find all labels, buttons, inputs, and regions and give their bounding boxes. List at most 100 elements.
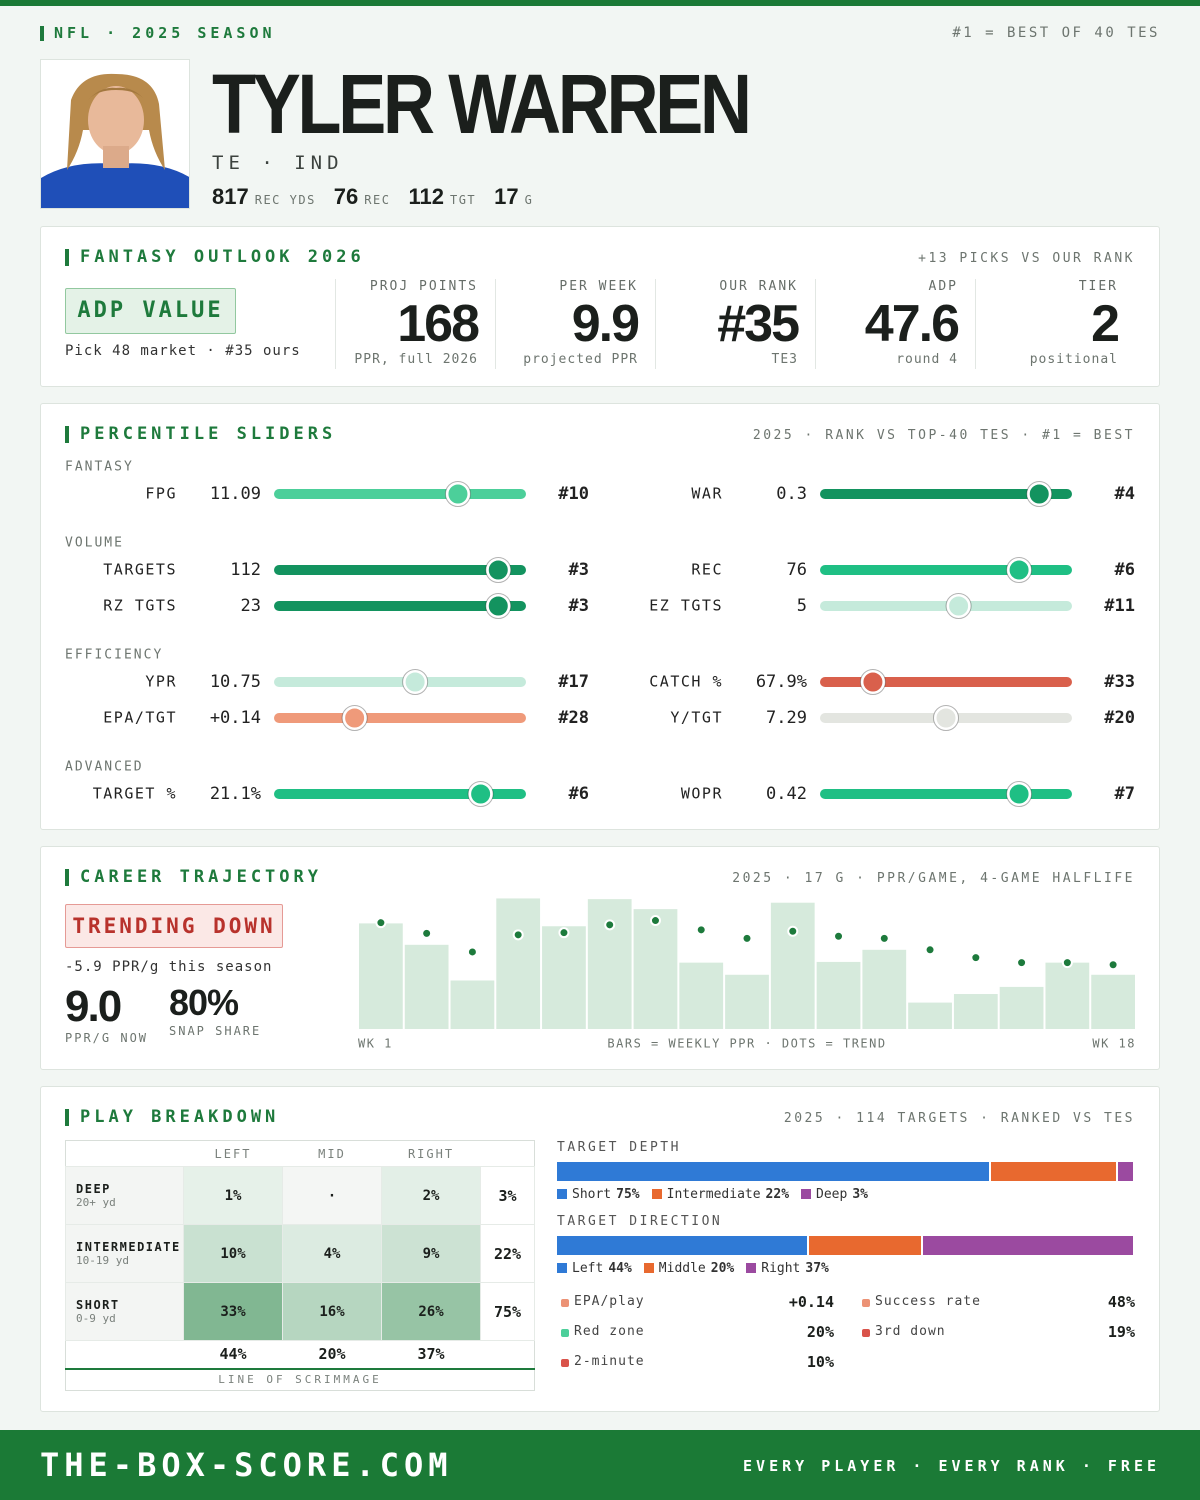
outlook-panel: FANTASY OUTLOOK 2026 +13 PICKS VS OUR RA… [40, 226, 1160, 387]
legend-entry: Left 44% [557, 1261, 632, 1276]
slider-label: REC [691, 561, 723, 579]
bar-segment [1117, 1162, 1133, 1181]
legend-name: Short [572, 1187, 612, 1202]
stat-label: 2-minute [574, 1354, 645, 1369]
section-title: CAREER TRAJECTORY [65, 869, 322, 886]
row-sub: 20+ yd [76, 1196, 116, 1209]
row-total: 3% [480, 1166, 535, 1225]
bar-legend: Left 44% Middle 20% Right 37% [557, 1261, 841, 1276]
slider-dot [860, 669, 886, 695]
row-header: SHORT 0-9 yd [65, 1282, 184, 1341]
row-header: DEEP 20+ yd [65, 1166, 184, 1225]
grid-cell: 26% [381, 1282, 481, 1341]
stat-label: 3rd down [875, 1324, 946, 1339]
slider-dot [933, 705, 959, 731]
legend-entry: Middle 20% [643, 1261, 734, 1276]
section-title: PERCENTILE SLIDERS [65, 426, 336, 443]
metric: PER WEEK 9.9 projected PPR [495, 279, 655, 369]
legend-value: 3% [852, 1187, 868, 1202]
stat-value: 20% [806, 1323, 834, 1341]
slider-value: +0.14 [210, 708, 261, 728]
stat-label: TGT [449, 193, 477, 207]
trajectory-chart: WK 1 BARS = WEEKLY PPR · DOTS = TREND WK 1… [358, 898, 1135, 1051]
slider-dot-ring [402, 669, 429, 695]
trend-dot [924, 944, 936, 956]
trend-dot [787, 925, 799, 937]
metric-sub: positional [1029, 352, 1118, 367]
trend-dot [833, 930, 845, 942]
column-label: MID [318, 1146, 346, 1161]
grid-cell: 2% [381, 1166, 481, 1225]
weekly-bar [450, 980, 495, 1029]
column-total: 20% [282, 1340, 382, 1370]
trend-dot [558, 927, 570, 939]
slider-dot [1006, 557, 1032, 583]
trend-dot [512, 929, 524, 941]
weekly-bar [404, 944, 449, 1029]
slider-label: Y/TGT [670, 709, 723, 727]
metric-label: TIER [1078, 279, 1118, 294]
metric-sub: PPR, full 2026 [354, 352, 478, 367]
metric: OUR RANK #35 TE3 [655, 279, 815, 369]
trend-dot [1061, 957, 1073, 969]
grid-cell: 1% [183, 1166, 283, 1225]
slider-dot [485, 557, 511, 583]
trend-dot [604, 919, 616, 931]
legend-swatch [651, 1189, 662, 1199]
slider-dot [1026, 481, 1052, 507]
slider-rank: #3 [569, 560, 589, 580]
slider-rank: #6 [569, 784, 589, 804]
grid-cell: 33% [183, 1282, 283, 1341]
slider-value: 0.3 [776, 484, 807, 504]
stat-value: 10% [806, 1353, 834, 1371]
grid-header-row: LEFT MID RIGHT [66, 1141, 535, 1167]
weekly-bar [816, 961, 861, 1029]
metric-sub: projected PPR [523, 352, 638, 367]
badge-sub: Pick 48 market · #35 ours [65, 343, 301, 359]
column-label: LEFT [214, 1146, 252, 1161]
snap-label: SNAP SHARE [169, 1024, 262, 1038]
trend-dot [375, 917, 387, 929]
weekly-bar [953, 994, 998, 1029]
corner [66, 1141, 184, 1167]
player-name: TYLER WARREN [212, 57, 752, 151]
slider-dot [485, 593, 511, 619]
stat-value: 17 [494, 184, 519, 209]
section-note: 2025 · 17 G · PPR/GAME, 4-GAME HALFLIFE [732, 871, 1135, 886]
slider-dot [342, 705, 368, 731]
slider-dot-ring [933, 705, 959, 731]
bar-segment [990, 1162, 1116, 1181]
league-label: NFL · 2025 SEASON [40, 26, 276, 41]
slider-value: 112 [230, 560, 261, 580]
slider-value: 11.09 [210, 484, 261, 504]
stat-dot [862, 1299, 870, 1307]
footer: THE-BOX-SCORE.COM EVERY PLAYER · EVERY R… [0, 1430, 1200, 1500]
zone-grid: LEFT MID RIGHT DEEP 20+ yd 1% · 2% 3% INTERMEDIAT… [65, 1140, 535, 1391]
legend-swatch [643, 1263, 654, 1273]
legend-swatch [801, 1189, 812, 1199]
trend-dot [878, 932, 890, 944]
ppg-value: 9.0 [65, 982, 122, 1031]
sliders: FANTASY FPG 11.09 #10 WAR 0.3 #4 VOLUME TARGETS 1… [65, 460, 1135, 807]
metric-sub: TE3 [771, 352, 798, 367]
slider-label: EPA/TGT [103, 709, 177, 727]
slider-rank: #7 [1115, 784, 1135, 804]
metric-value: #35 [717, 295, 800, 353]
slider-dot-ring [945, 593, 972, 619]
slider-label: RZ TGTS [103, 597, 177, 615]
stat-value: 817 [212, 184, 249, 209]
weekly-bar [496, 898, 541, 1029]
slider-label: YPR [145, 673, 177, 691]
header-stat: 17 G [494, 184, 533, 210]
section-note: +13 PICKS VS OUR RANK [918, 251, 1135, 266]
bar-title: TARGET DIRECTION [557, 1214, 723, 1229]
slider-rank: #17 [558, 672, 589, 692]
legend-value: 44% [608, 1261, 632, 1276]
trend-dot [1016, 957, 1028, 969]
slider-dot [1006, 781, 1032, 807]
group-label: FANTASY [65, 460, 134, 475]
slider-value: 10.75 [210, 672, 261, 692]
column-total: 37% [381, 1340, 481, 1370]
grid-row: SHORT 0-9 yd 33% 16% 26% 75% [65, 1282, 535, 1341]
slider-value: 21.1% [210, 784, 261, 804]
